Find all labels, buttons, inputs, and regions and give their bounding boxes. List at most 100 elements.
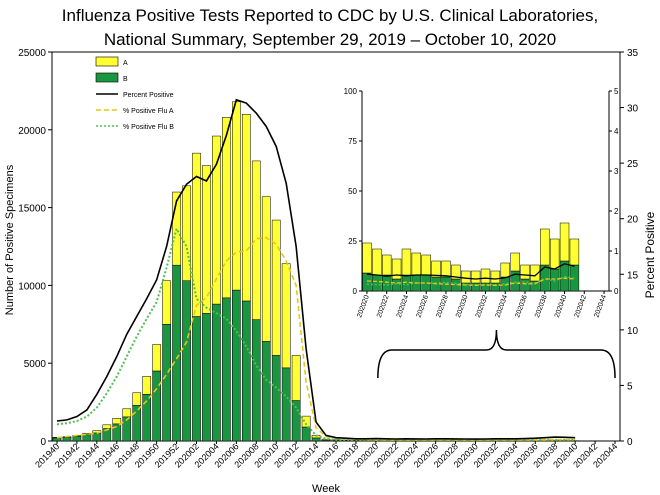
inset-line-percent-positive <box>366 263 575 280</box>
bar-b <box>271 355 281 442</box>
inset-bar-a <box>411 252 422 276</box>
bar-b <box>232 289 241 442</box>
bar-a <box>261 196 271 342</box>
inset-bar-a <box>391 258 402 280</box>
y-tick-label-right: 15 <box>627 270 639 281</box>
bar-a <box>222 117 231 299</box>
inset-bar-a <box>451 264 461 280</box>
bar-a <box>142 376 152 395</box>
main-plot: 0500010000150002000025000051015202530352… <box>18 48 638 470</box>
inset-bar-a <box>441 260 451 278</box>
inset-x-tick-label: 202022 <box>376 294 391 318</box>
inset-bar-a <box>362 242 372 274</box>
inset-bar-b <box>362 272 372 292</box>
bar-b <box>92 432 102 442</box>
inset-bar-a <box>500 262 510 278</box>
inset-bar-a <box>520 264 530 280</box>
inset-bar-a <box>431 260 441 278</box>
inset-x-tick-label: 202024 <box>396 294 411 318</box>
bar-a <box>152 344 161 372</box>
bar-a <box>281 263 291 369</box>
bar-a <box>232 101 241 291</box>
y-tick-label-right: 20 <box>627 215 639 226</box>
inset-y-tick-label-left: 0 <box>353 287 358 296</box>
inset-y-tick-label-left: 50 <box>348 187 357 196</box>
bar-b <box>202 313 211 442</box>
inset-bar-a <box>530 264 540 282</box>
y-tick-label-left: 0 <box>40 437 46 448</box>
bar-b <box>112 423 122 442</box>
inset-y-tick-label-right: 0 <box>614 287 619 296</box>
inset-y-tick-label-left: 25 <box>348 237 357 246</box>
bar-a <box>172 191 181 266</box>
inset-y-tick-label-right: 2 <box>614 207 619 216</box>
bar-a <box>241 113 251 302</box>
inset-bar-b <box>569 264 580 292</box>
inset-bar-b <box>480 282 491 292</box>
bar-b <box>192 316 201 442</box>
legend-label: A <box>123 60 128 67</box>
legend-label: % Positive Flu A <box>123 108 174 115</box>
y-tick-label-right: 30 <box>627 104 639 115</box>
bar-b <box>261 341 271 442</box>
y-tick-label-right: 35 <box>627 48 639 59</box>
bar-b <box>311 437 321 442</box>
inset-bar-a <box>540 228 550 266</box>
inset-x-tick-label: 202028 <box>435 294 450 318</box>
bar-b <box>172 264 181 442</box>
bar-b <box>52 437 62 442</box>
inset-bar-b <box>391 278 402 292</box>
inset-bar-b <box>520 278 530 292</box>
bar-b <box>281 367 291 442</box>
line-percent-positive <box>56 98 576 440</box>
bar-a <box>192 152 201 317</box>
y-axis-label-right: Percent Positive <box>643 211 657 298</box>
bar-b <box>241 300 251 442</box>
line-pct-flu-a <box>56 236 576 441</box>
inset-bar-a <box>549 238 560 270</box>
inset-y-tick-label-left: 75 <box>348 137 357 146</box>
y-tick-label-right: 5 <box>627 381 633 392</box>
inset-y-tick-label-right: 3 <box>614 167 619 176</box>
chart-title-line2: National Summary, September 29, 2019 – O… <box>103 30 557 49</box>
bar-b <box>301 426 311 442</box>
inset-bar-a <box>382 254 392 276</box>
bar-b <box>82 434 92 442</box>
inset-y-tick-label-right: 1 <box>614 247 619 256</box>
inset-bar-a <box>470 270 481 284</box>
y-tick-label-left: 20000 <box>18 126 46 137</box>
bar-a <box>271 219 281 356</box>
inset-y-tick-label-right: 4 <box>614 127 619 136</box>
inset-bar-b <box>382 274 392 292</box>
bar-b <box>162 324 171 442</box>
bar-a <box>321 438 331 441</box>
inset-x-tick-label: 202036 <box>514 294 529 318</box>
bar-a <box>251 160 261 320</box>
bar-b <box>212 303 221 442</box>
inset-x-tick-label: 202020 <box>356 294 371 318</box>
inset-y-tick-label-right: 5 <box>614 87 619 96</box>
inset-x-tick-label: 202042 <box>574 294 589 318</box>
inset-line-pct-flu-a <box>366 277 575 287</box>
y-tick-label-left: 25000 <box>18 48 46 59</box>
legend-swatch <box>95 72 119 83</box>
bar-a <box>162 280 171 325</box>
inset-bar-a <box>372 248 382 276</box>
inset-bar-a <box>401 248 412 276</box>
legend: A B Percent Positive % Positive Flu A % Posi… <box>95 56 174 131</box>
y-tick-label-left: 15000 <box>18 204 46 215</box>
inset-y-tick-label-left: 100 <box>344 87 358 96</box>
inset-bar-a <box>569 238 580 266</box>
bar-b <box>132 404 142 442</box>
y-axis-label-left: Number of Positive Specimens <box>4 164 16 315</box>
inset-bar-a <box>490 270 501 284</box>
inset-bar-b <box>372 274 382 292</box>
legend-swatch <box>95 56 119 67</box>
bar-a <box>112 418 122 425</box>
bar-b <box>152 370 161 442</box>
inset-bar-a <box>559 222 570 262</box>
inset-x-tick-label: 202030 <box>455 294 470 318</box>
y-tick-label-left: 10000 <box>18 281 46 292</box>
inset-bar-a <box>480 268 491 284</box>
legend-label: Percent Positive <box>123 92 174 99</box>
